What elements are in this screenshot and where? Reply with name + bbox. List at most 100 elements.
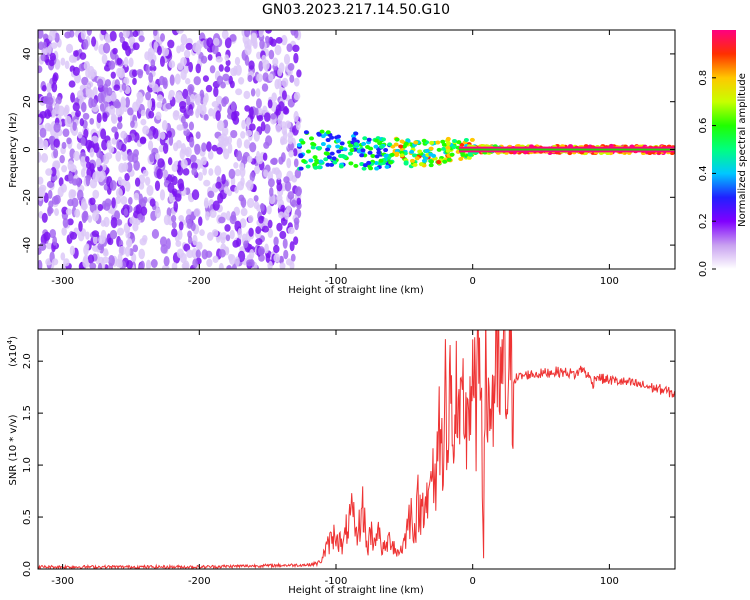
heatmap-cell bbox=[145, 259, 152, 269]
heatmap-cell bbox=[197, 171, 204, 181]
heatmap-cell bbox=[41, 212, 48, 223]
heatmap-signal-cell bbox=[428, 163, 434, 168]
heatmap-cell bbox=[160, 33, 165, 42]
heatmap-cell bbox=[122, 154, 128, 161]
heatmap-cell bbox=[92, 189, 100, 199]
heatmap-cell bbox=[140, 206, 148, 216]
heatmap-cell bbox=[273, 253, 281, 263]
snr-multiplier: (x104) bbox=[6, 336, 19, 367]
heatmap-cell bbox=[187, 230, 192, 239]
heatmap-cell bbox=[91, 36, 97, 47]
heatmap-cell bbox=[142, 196, 148, 204]
heatmap-cell bbox=[236, 150, 243, 162]
heatmap-cell bbox=[268, 73, 274, 82]
heatmap-cell bbox=[261, 225, 270, 233]
heatmap-cell bbox=[216, 147, 223, 155]
heatmap-cell bbox=[89, 262, 97, 269]
spectrogram-ytick-label: -20 bbox=[22, 189, 33, 205]
heatmap-cell bbox=[104, 33, 111, 44]
heatmap-cell bbox=[109, 180, 117, 191]
heatmap-cell bbox=[85, 68, 91, 78]
heatmap-cell bbox=[293, 158, 299, 168]
heatmap-cell bbox=[111, 126, 118, 133]
heatmap-cell bbox=[126, 259, 133, 269]
heatmap-cell bbox=[92, 171, 100, 183]
heatmap-signal-cell bbox=[316, 132, 322, 137]
colorbar-tick-label: 0.2 bbox=[698, 213, 709, 229]
heatmap-cell bbox=[278, 156, 284, 165]
heatmap-cell bbox=[67, 198, 74, 207]
heatmap-cell bbox=[293, 91, 301, 101]
heatmap-signal-cell bbox=[383, 153, 389, 158]
heatmap-cell bbox=[295, 120, 301, 131]
heatmap-cell bbox=[115, 106, 123, 118]
snr-xtick-label: -100 bbox=[325, 576, 348, 587]
heatmap-cell bbox=[216, 75, 224, 85]
heatmap-cell bbox=[92, 86, 98, 98]
heatmap-signal-cell bbox=[336, 149, 342, 154]
heatmap-signal-cell bbox=[446, 157, 452, 162]
heatmap-cell bbox=[243, 90, 251, 100]
heatmap-cell bbox=[265, 30, 272, 34]
heatmap-signal-cell bbox=[418, 162, 424, 167]
heatmap-cell bbox=[192, 258, 198, 269]
heatmap-cell bbox=[235, 88, 243, 96]
heatmap-cell bbox=[120, 195, 128, 205]
heatmap-cell bbox=[167, 39, 175, 49]
heatmap-cell bbox=[120, 96, 126, 107]
heatmap-signal-cell bbox=[339, 141, 345, 146]
heatmap-cell bbox=[113, 84, 121, 91]
heatmap-cell bbox=[127, 107, 134, 116]
heatmap-signal-cell bbox=[378, 158, 384, 163]
heatmap-cell bbox=[92, 141, 100, 154]
heatmap-cell bbox=[185, 42, 193, 50]
heatmap-cell bbox=[116, 218, 123, 226]
heatmap-cell bbox=[86, 30, 92, 36]
heatmap-cell bbox=[153, 41, 158, 53]
heatmap-cell bbox=[201, 142, 207, 152]
heatmap-cell bbox=[57, 186, 64, 198]
heatmap-cell bbox=[76, 90, 84, 100]
snr-panel: -300 -200 -100 0 100 0.0 0.5 1.0 1.5 2.0 Height … bbox=[6, 329, 676, 596]
spectrogram-xtick-label: 0 bbox=[470, 276, 476, 287]
heatmap-cell bbox=[220, 236, 226, 244]
heatmap-cell bbox=[275, 169, 282, 180]
heatmap-cell bbox=[89, 197, 96, 206]
heatmap-signal-cell bbox=[381, 137, 387, 142]
heatmap-cell bbox=[95, 157, 102, 168]
snr-ytick-label: 0.5 bbox=[22, 509, 33, 525]
heatmap-signal-cell bbox=[320, 142, 326, 147]
heatmap-cell bbox=[62, 128, 70, 138]
heatmap-signal-cell bbox=[436, 160, 442, 165]
heatmap-cell bbox=[66, 137, 72, 145]
heatmap-cell bbox=[59, 155, 65, 164]
heatmap-cell bbox=[296, 197, 302, 206]
heatmap-signal-cell bbox=[310, 141, 316, 146]
heatmap-cell bbox=[203, 114, 209, 121]
heatmap-cell bbox=[138, 182, 145, 190]
heatmap-cell bbox=[178, 214, 184, 222]
heatmap-cell bbox=[131, 253, 137, 263]
heatmap-cell bbox=[262, 59, 270, 71]
heatmap-cell bbox=[278, 211, 285, 219]
heatmap-cell bbox=[234, 169, 241, 177]
heatmap-cell bbox=[45, 168, 53, 176]
heatmap-cell bbox=[208, 168, 214, 176]
heatmap-cell bbox=[111, 197, 116, 209]
heatmap-cell bbox=[160, 244, 168, 254]
heatmap-cell bbox=[97, 262, 103, 269]
heatmap-signal-cell bbox=[359, 153, 365, 158]
heatmap-cell bbox=[254, 165, 261, 175]
heatmap-cell bbox=[89, 117, 95, 125]
heatmap-signal-cell bbox=[394, 137, 400, 142]
heatmap-cell bbox=[121, 143, 127, 152]
heatmap-cell bbox=[150, 59, 156, 68]
heatmap-signal-cell bbox=[373, 144, 379, 149]
heatmap-cell bbox=[226, 210, 231, 221]
heatmap-cell bbox=[247, 214, 254, 223]
heatmap-signal-cell bbox=[336, 134, 342, 139]
heatmap-cell bbox=[76, 177, 82, 188]
heatmap-cell bbox=[256, 98, 262, 109]
heatmap-cell bbox=[171, 221, 177, 229]
heatmap-cell bbox=[128, 197, 133, 205]
